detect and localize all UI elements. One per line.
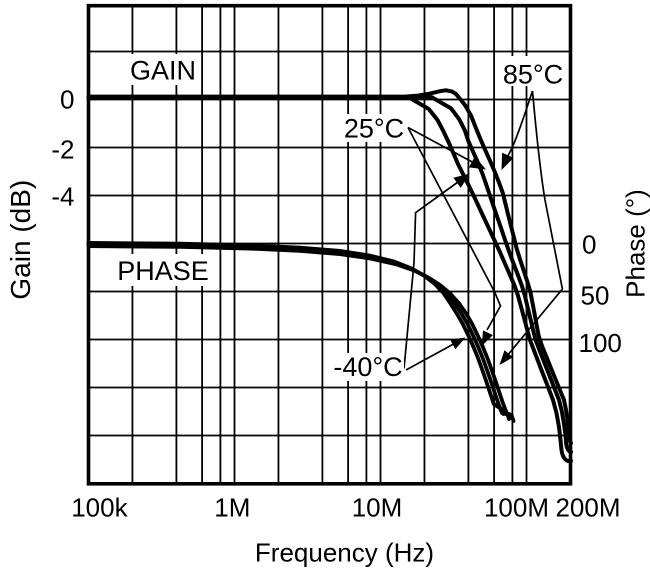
svg-text:100M: 100M <box>484 493 549 523</box>
svg-text:0: 0 <box>582 230 596 260</box>
svg-text:25°C: 25°C <box>344 114 404 144</box>
svg-text:Gain (dB): Gain (dB) <box>5 180 36 300</box>
svg-text:1M: 1M <box>214 493 250 523</box>
svg-text:PHASE: PHASE <box>117 256 209 286</box>
svg-text:-2: -2 <box>51 135 74 165</box>
svg-text:-4: -4 <box>51 182 74 212</box>
svg-text:Phase (°): Phase (°) <box>621 189 650 298</box>
svg-text:85°C: 85°C <box>503 59 563 89</box>
svg-text:10M: 10M <box>352 493 403 523</box>
svg-text:100: 100 <box>579 328 622 358</box>
svg-text:200M: 200M <box>555 493 620 523</box>
svg-text:GAIN: GAIN <box>130 56 196 86</box>
svg-text:Frequency (Hz): Frequency (Hz) <box>255 538 434 568</box>
svg-text:100k: 100k <box>71 493 128 523</box>
svg-text:0: 0 <box>60 85 74 115</box>
svg-text:-40°C: -40°C <box>333 352 402 382</box>
svg-text:50: 50 <box>581 281 610 311</box>
